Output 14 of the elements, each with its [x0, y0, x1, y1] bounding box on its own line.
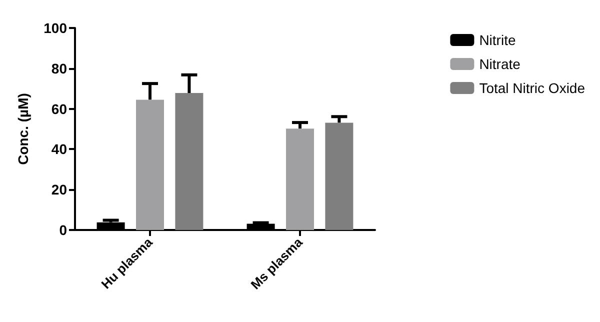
legend-label: Nitrate	[479, 56, 521, 72]
y-tick-label: 20	[51, 182, 68, 198]
bar	[286, 128, 314, 230]
bar	[325, 122, 354, 230]
bar	[175, 93, 204, 230]
y-tick-label: 60	[51, 100, 68, 117]
y-tick-label: 100	[44, 20, 68, 36]
bar	[136, 100, 164, 230]
legend-label: Nitrite	[479, 32, 516, 48]
legend-label: Total Nitric Oxide	[479, 80, 586, 96]
y-axis-title: Conc. (µM)	[15, 93, 31, 165]
y-tick-label: 0	[59, 222, 68, 238]
y-tick-label: 80	[51, 60, 68, 76]
y-tick-label: 40	[51, 141, 68, 158]
